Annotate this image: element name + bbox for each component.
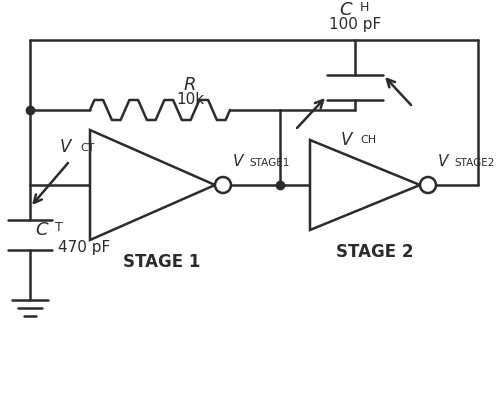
Text: V: V (233, 154, 243, 169)
Text: STAGE 1: STAGE 1 (124, 253, 200, 271)
Text: 100 pF: 100 pF (329, 17, 381, 32)
Polygon shape (90, 130, 215, 240)
Text: STAGE1: STAGE1 (249, 158, 290, 168)
Text: STAGE 2: STAGE 2 (336, 243, 414, 261)
Text: 470 pF: 470 pF (58, 239, 110, 254)
Text: V: V (340, 131, 352, 149)
Text: H: H (360, 1, 370, 14)
Text: T: T (55, 221, 63, 234)
Text: 10k: 10k (176, 91, 204, 107)
Circle shape (215, 177, 231, 193)
Circle shape (420, 177, 436, 193)
Text: C: C (340, 1, 352, 19)
Text: R: R (184, 76, 196, 94)
Text: STAGE2: STAGE2 (454, 158, 494, 168)
Text: V: V (60, 138, 72, 156)
Text: V: V (438, 154, 448, 169)
Text: CT: CT (80, 143, 94, 153)
Text: CH: CH (360, 135, 376, 145)
Text: C: C (36, 221, 48, 239)
Polygon shape (310, 140, 420, 230)
